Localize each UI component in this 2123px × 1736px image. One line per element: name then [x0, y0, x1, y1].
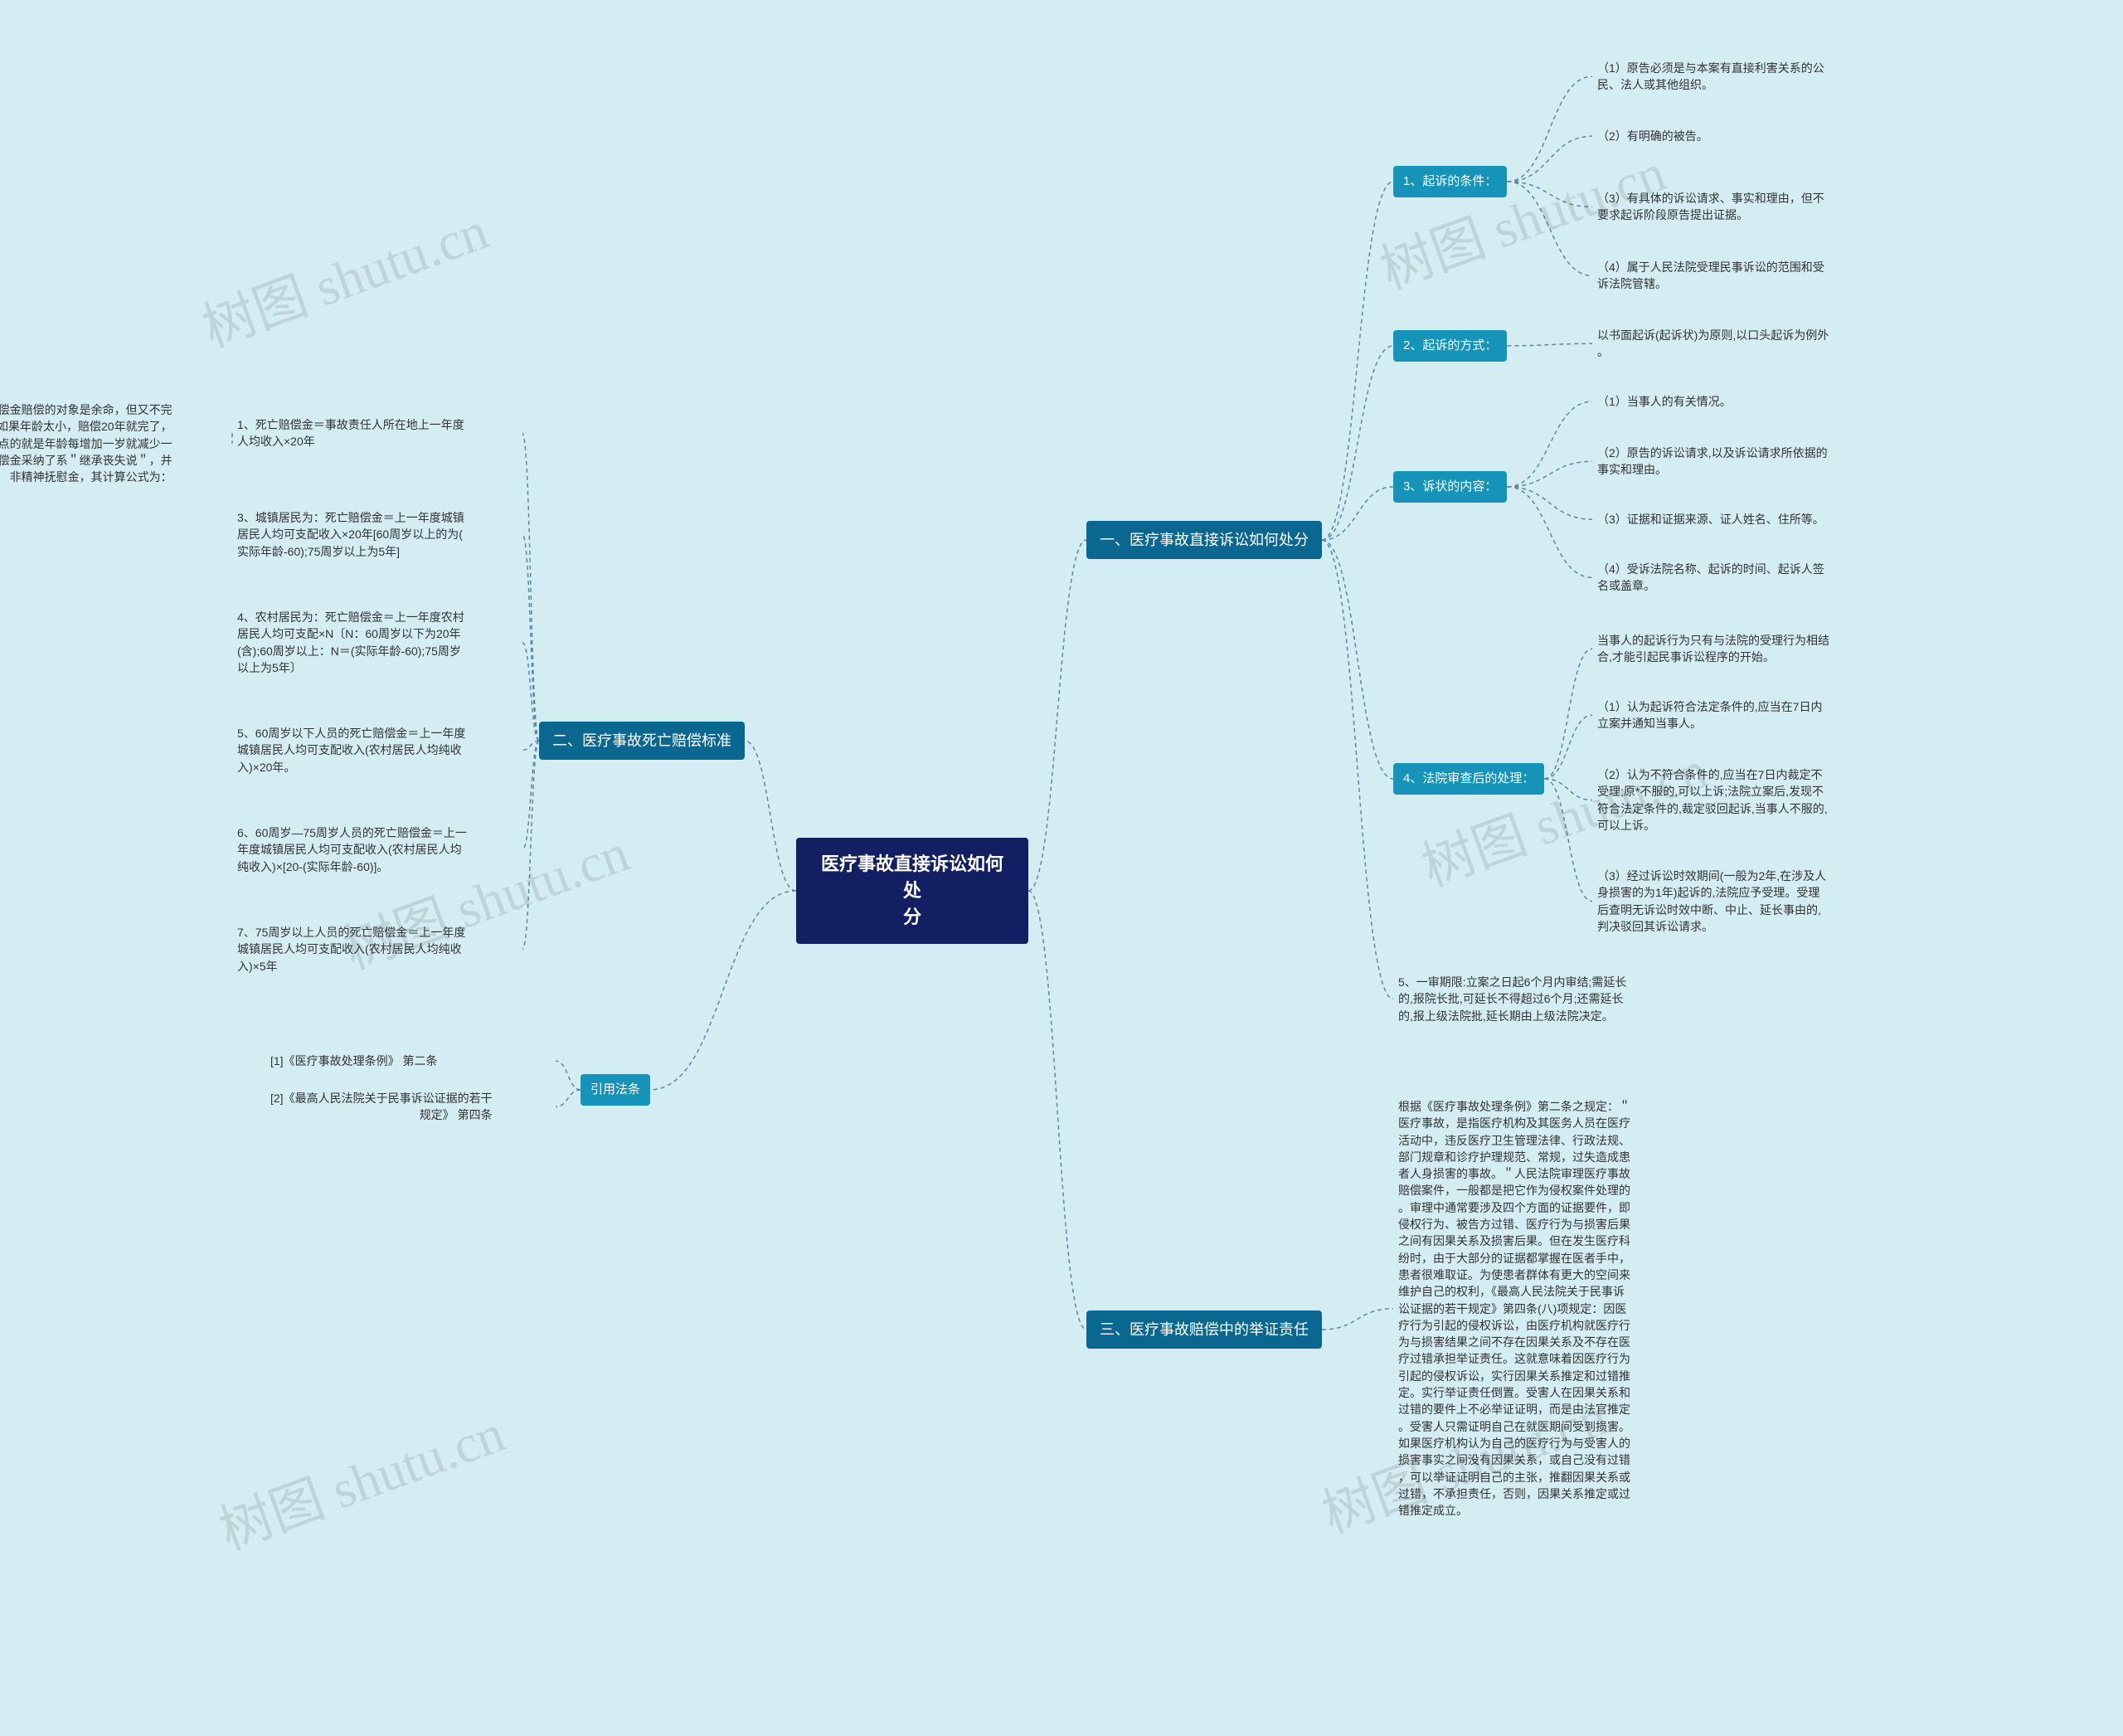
- text-b3: 根据《医疗事故处理条例》第二条之规定：＂ 医疗事故，是指医疗机构及其医务人员在医…: [1393, 1095, 1725, 1522]
- node-b1-2: 2、起诉的方式：: [1393, 330, 1507, 362]
- node-b1-3: 3、诉状的内容：: [1393, 471, 1507, 503]
- text-b2-4: 4、农村居民为：死亡赔偿金＝上一年度农村 居民人均可支配×N〔N：60周岁以下为…: [232, 605, 522, 679]
- branch-2: 二、医疗事故死亡赔偿标准: [539, 722, 745, 760]
- text-b2-3: 3、城镇居民为：死亡赔偿金＝上一年度城镇 居民人均可支配收入×20年[60周岁以…: [232, 506, 522, 563]
- text-b4-1: [1]《医疗事故处理条例》 第二条: [265, 1049, 556, 1072]
- text-b1-1b: （2）有明确的被告。: [1592, 124, 1899, 148]
- root-node: 医疗事故直接诉讼如何处 分: [796, 838, 1028, 944]
- branch-4: 引用法条: [581, 1074, 650, 1106]
- text-b2-1-note: 2、死亡赔偿金赔偿的对象是余命，但又不完 全是余命，如果年龄太小，赔偿20年就完…: [0, 398, 232, 489]
- node-b1-1: 1、起诉的条件：: [1393, 166, 1507, 197]
- text-b1-4a: （1）认为起诉符合法定条件的,应当在7日内 立案并通知当事人。: [1592, 695, 1899, 736]
- text-b1-3a: （1）当事人的有关情况。: [1592, 390, 1899, 413]
- watermark: 树图 shutu.cn: [191, 188, 497, 362]
- text-b1-5: 5、一审期限:立案之日起6个月内审结;需延长 的,报院长批,可延长不得超过6个月…: [1393, 970, 1708, 1028]
- watermark: 树图 shutu.cn: [207, 1391, 513, 1564]
- branch-1: 一、医疗事故直接诉讼如何处分: [1086, 521, 1322, 559]
- text-b2-6: 6、60周岁—75周岁人员的死亡赔偿金＝上一 年度城镇居民人均可支配收入(农村居…: [232, 821, 522, 878]
- text-b4-2: [2]《最高人民法院关于民事诉讼证据的若干 规定》 第四条: [265, 1087, 556, 1127]
- text-b1-1a: （1）原告必须是与本案有直接利害关系的公 民、法人或其他组织。: [1592, 56, 1899, 97]
- text-b2-7: 7、75周岁以上人员的死亡赔偿金＝上一年度 城镇居民人均可支配收入(农村居民人均…: [232, 921, 522, 978]
- node-b1-4: 4、法院审查后的处理：: [1393, 763, 1544, 795]
- text-b1-1d: （4）属于人民法院受理民事诉讼的范围和受 诉法院管辖。: [1592, 255, 1899, 296]
- text-b1-4c: （3）经过诉讼时效期间(一般为2年,在涉及人 身损害的为1年)起诉的,法院应予受…: [1592, 864, 1899, 938]
- text-b1-2-note: 以书面起诉(起诉状)为原则,以口头起诉为例外 。: [1592, 323, 1899, 364]
- branch-3: 三、医疗事故赔偿中的举证责任: [1086, 1311, 1322, 1349]
- text-b1-4b: （2）认为不符合条件的,应当在7日内裁定不 受理;原*不服的,可以上诉;法院立案…: [1592, 763, 1899, 837]
- text-b1-4-pre: 当事人的起诉行为只有与法院的受理行为相结 合,才能引起民事诉讼程序的开始。: [1592, 629, 1899, 669]
- text-b1-3c: （3）证据和证据来源、证人姓名、住所等。: [1592, 508, 1899, 531]
- text-b1-3d: （4）受诉法院名称、起诉的时间、起诉人签 名或盖章。: [1592, 557, 1899, 598]
- text-b2-1: 1、死亡赔偿金＝事故责任人所在地上一年度 人均收入×20年: [232, 413, 522, 454]
- text-b2-5: 5、60周岁以下人员的死亡赔偿金＝上一年度 城镇居民人均可支配收入(农村居民人均…: [232, 722, 522, 779]
- text-b1-1c: （3）有具体的诉讼请求、事实和理由，但不 要求起诉阶段原告提出证据。: [1592, 187, 1899, 227]
- text-b1-3b: （2）原告的诉讼请求,以及诉讼请求所依据的 事实和理由。: [1592, 441, 1899, 482]
